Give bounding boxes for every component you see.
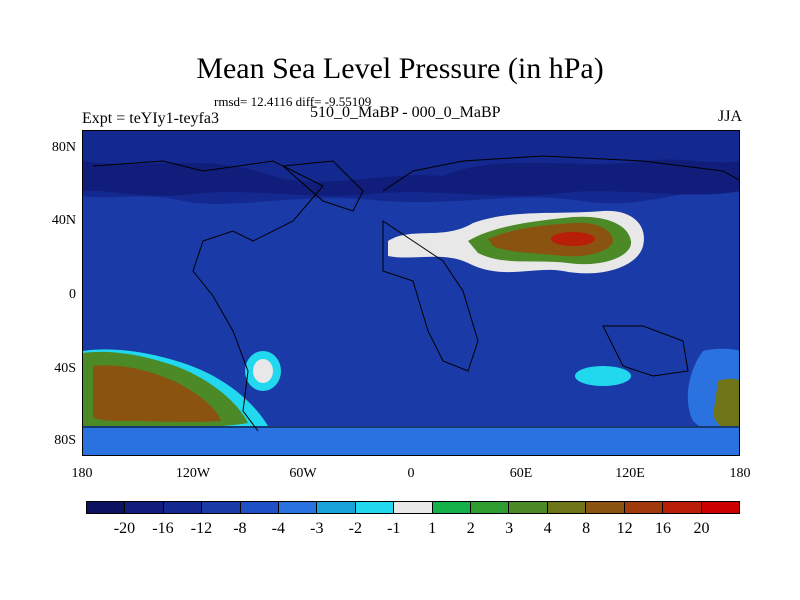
colorbar-label: 4 [543,520,552,537]
colorbar-labels: -20 -16 -12 -8 -4 -3 -2 -1 1 2 3 4 8 12 16 20 [86,520,740,540]
colorbar-swatch [547,502,587,513]
colorbar-label: 16 [655,520,672,537]
y-tick-label: 80N [51,140,76,155]
colorbar-swatch [471,502,510,513]
rmsd-diff-stats: rmsd= 12.4116 diff= -9.55109 [214,94,372,109]
colorbar-swatch [624,502,664,513]
x-tick-label: 180 [71,466,93,481]
colorbar-label: 3 [505,520,514,537]
indian-ocean-patch [575,366,631,386]
x-tick-label: 60E [509,466,533,481]
colorbar-label: 1 [428,520,437,537]
y-tick-label: 40N [51,213,76,228]
pressure-field [83,131,739,455]
southern-ocean-band [83,426,739,455]
north-darker-band [83,159,739,196]
x-tick-label: 120W [175,466,211,481]
colorbar-swatch [163,502,203,513]
asia-high-core [551,232,595,246]
colorbar-swatch [394,502,433,513]
colorbar-label: 2 [466,520,475,537]
colorbar-label: -3 [310,520,324,537]
colorbar-label: -1 [387,520,401,537]
colorbar-swatch [701,502,739,513]
map-plot-area [82,130,740,456]
map-title: Mean Sea Level Pressure (in hPa) [196,52,604,85]
south-pacific-inner [93,365,221,422]
colorbar-label: -4 [271,520,285,537]
colorbar-label: -2 [348,520,362,537]
colorbar-swatch [509,502,548,513]
season-label: JJA [717,108,742,125]
colorbar-swatch [125,502,164,513]
colorbar [86,501,740,514]
east-edge-warm [713,378,739,433]
colorbar-label: 8 [582,520,591,537]
colorbar-swatch [432,502,472,513]
colorbar-label: -12 [190,520,213,537]
colorbar-swatch [202,502,241,513]
colorbar-swatch [279,502,318,513]
colorbar-label: -20 [113,520,136,537]
colorbar-swatch [317,502,356,513]
colorbar-swatch [586,502,625,513]
x-tick-label: 180 [729,466,751,481]
colorbar-swatch [240,502,280,513]
colorbar-label: -8 [233,520,247,537]
x-tick-label: 120E [615,466,645,481]
colorbar-label: 12 [616,520,633,537]
colorbar-swatch [663,502,702,513]
experiment-label: Expt = teYIy1-teyfa3 [82,110,219,127]
colorbar-swatch [87,502,126,513]
period-label: 510_0_MaBP - 000_0_MaBP [310,104,501,121]
colorbar-swatch [355,502,395,513]
y-tick-label: 40S [54,361,76,376]
y-tick-label: 0 [69,287,76,302]
colorbar-label: 20 [693,520,710,537]
colorbar-label: -16 [152,520,174,537]
x-tick-label: 60W [289,466,317,481]
south-atlantic-core [253,359,273,383]
coastlines [83,155,739,432]
west-blob [390,235,426,251]
x-tick-label: 0 [407,466,415,481]
y-tick-label: 80S [54,433,76,448]
asia-high-inner [488,222,613,257]
